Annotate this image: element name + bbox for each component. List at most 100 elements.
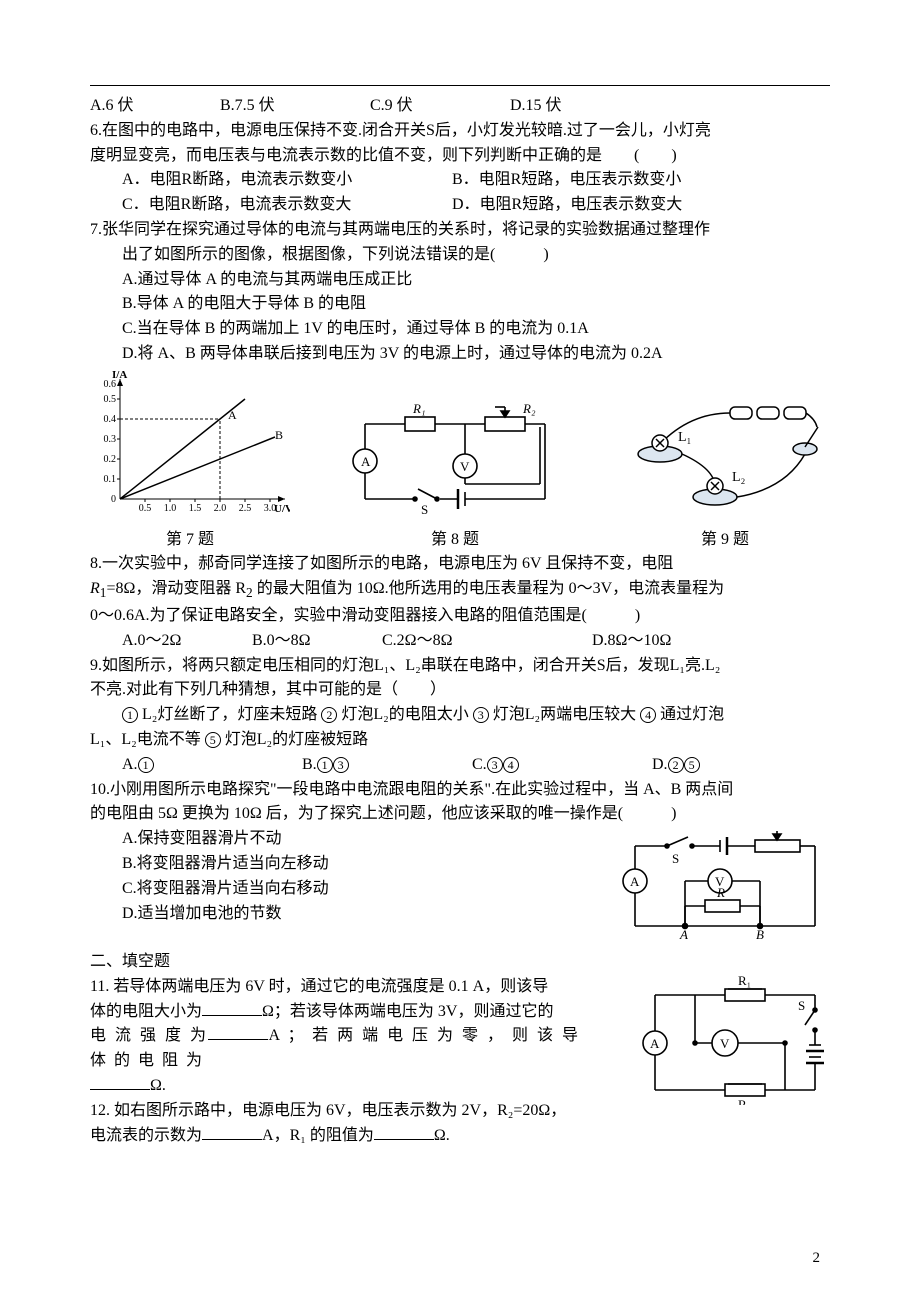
g4b: L₁、L₂电流不等 [90,731,201,748]
q6-opt-c: C．电阻R断路，电流表示数变大 [122,193,452,218]
top-rule [90,85,830,86]
g3: 灯泡L₂两端电压较大 [489,706,636,723]
q12-l2a: 电流表的示数为 [90,1127,202,1144]
q9-opt-c: C.34 [472,753,652,778]
q8-opt-d: D.8Ω～10Ω [592,629,671,654]
q8-s2b: =8Ω，滑动变阻器 R [106,580,246,597]
l2-label: L₂ [732,470,746,485]
switch-label: S [672,851,679,866]
q8-options: A.0～2Ω B.0～8Ω C.2Ω～8Ω D.8Ω～10Ω [90,629,830,654]
q9-guess-line1: 1 L₂灯丝断了，灯座未短路 2 灯泡L₂的电阻太小 3 灯泡L₂两端电压较大 … [90,703,830,728]
q8-stem-1: 8.一次实验中，郝奇同学连接了如图所示的电路，电源电压为 6V 且保持不变，电阻 [90,552,830,577]
q5-opt-b: B.7.5 伏 [220,94,370,119]
q7-opt-b: B.导体 A 的电阻大于导体 B 的电阻 [90,292,830,317]
circled-4-icon: 4 [503,757,519,773]
xtick: 1.0 [164,503,177,514]
xtick: 2.0 [214,503,227,514]
ammeter-label: A [650,1036,660,1051]
blank [202,1000,262,1016]
section-2-heading: 二、填空题 [90,950,830,975]
circled-1-icon: 1 [122,707,138,723]
ytick: 0.3 [104,434,117,445]
q6-stem-1: 6.在图中的电路中，电源电压保持不变.闭合开关S后，小灯发光较暗.过了一会儿，小… [90,119,830,144]
ytick: 0.4 [104,414,117,425]
q9-opt-b: B.13 [302,753,472,778]
q7-stem-1: 7.张华同学在探究通过导体的电流与其两端电压的关系时，将记录的实验数据通过整理作 [90,218,830,243]
circled-1-icon: 1 [138,757,154,773]
g5: 灯泡L₂的灯座被短路 [221,731,368,748]
circled-1-icon: 1 [317,757,333,773]
circled-3-icon: 3 [333,757,349,773]
q6-row-cd: C．电阻R断路，电流表示数变大 D．电阻R短路，电压表示数变大 [90,193,830,218]
q9-stem-1: 9.如图所示，将两只额定电压相同的灯泡L₁、L₂串联在电路中，闭合开关S后，发现… [90,654,830,679]
q5-opt-c: C.9 伏 [370,94,510,119]
xlabel: U/V [274,503,290,515]
circled-2-icon: 2 [321,707,337,723]
fig8-caption: 第 8 题 [345,528,565,553]
q7-opt-d: D.将 A、B 两导体串联后接到电压为 3V 的电源上时，通过导体的电流为 0.… [90,342,830,367]
q5-opt-d: D.15 伏 [510,94,562,119]
q12-l2c: Ω. [434,1127,450,1144]
r1-label: R₁ [412,401,425,416]
q6-opt-a: A．电阻R断路，电流表示数变小 [122,168,452,193]
q8-r1a: R [90,580,100,597]
r1-label: R₁ [738,975,751,988]
q12-l2: 电流表的示数为 A，R₁ 的阻值为 Ω. [90,1124,830,1149]
q8-stem-2: R1=8Ω，滑动变阻器 R2 的最大阻值为 10Ω.他所选用的电压表量程为 0～… [90,577,830,604]
figure-row: 0 0.1 0.2 0.3 0.4 0.5 0.6 0.5 [90,369,830,553]
node-a-label: A [679,927,688,941]
ylabel: I/A [112,369,127,381]
q9-stem-2: 不亮.对此有下列几种猜想，其中可能的是（ ） [90,678,830,703]
g4: 通过灯泡 [656,706,724,723]
q12-l2b: A，R₁ 的阻值为 [262,1127,374,1144]
r-label: R [716,885,725,900]
q9b: B. [302,756,317,773]
fig9: L₁ L₂ 第 9 题 [620,399,830,553]
blank [90,1074,150,1090]
fig7-chart: 0 0.1 0.2 0.3 0.4 0.5 0.6 0.5 [90,369,290,519]
q8-s2c: 的最大阻值为 10Ω.他所选用的电压表量程为 0～3V，电流表量程为 [253,580,724,597]
blank [374,1124,434,1140]
q6-opt-d: D．电阻R短路，电压表示数变大 [452,193,682,218]
voltmeter-label: V [460,459,470,474]
fig12: R₁ R₂ S A V [640,975,830,1114]
q7-opt-c: C.当在导体 B 的两端加上 1V 的电压时，通过导体 B 的电流为 0.1A [90,317,830,342]
q10-stem-1: 10.小刚用图所示电路探究"一段电路中电流跟电阻的关系".在此实验过程中，当 A… [90,778,830,803]
switch-label: S [421,502,428,517]
q7-opt-a: A.通过导体 A 的电流与其两端电压成正比 [90,268,830,293]
q11-l3a: 电 流 强 度 为 [90,1027,208,1044]
node-b-label: B [756,927,764,941]
q9a: A. [122,756,138,773]
blank [202,1124,262,1140]
circled-3-icon: 3 [487,757,503,773]
voltmeter-label: V [720,1036,730,1051]
q9d: D. [652,756,668,773]
q11-l2b: Ω；若该导体两端电压为 3V，则通过它的 [262,1003,553,1020]
fig9-caption: 第 9 题 [620,528,830,553]
circled-2-icon: 2 [668,757,684,773]
fig12-circuit: R₁ R₂ S A V [640,975,830,1105]
r2-label: R₂ [738,1097,751,1105]
fig7-caption: 第 7 题 [90,528,290,553]
series-a-label: A [228,408,237,422]
xtick: 2.5 [239,503,252,514]
fig10-circuit: S A V R A B [620,831,830,941]
q5-options: A.6 伏 B.7.5 伏 C.9 伏 D.15 伏 [90,94,830,119]
q6-stem-2: 度明显变亮，而电压表与电流表示数的比值不变，则下列判断中正确的是 ( ) [90,144,830,169]
q8-opt-a: A.0～2Ω [122,629,252,654]
l1-label: L₁ [678,430,691,445]
ytick: 0 [111,494,116,505]
fig9-circuit: L₁ L₂ [620,399,830,519]
q6-row-ab: A．电阻R断路，电流表示数变小 B．电阻R短路，电压表示数变小 [90,168,830,193]
q11-l3: 电 流 强 度 为A ； 若 两 端 电 压 为 零 ， 则 该 导 体 的 电… [90,1024,580,1074]
g1: L₂灯丝断了，灯座未短路 [138,706,317,723]
q9-opt-a: A.1 [122,753,302,778]
ytick: 0.5 [104,394,117,405]
page-number: 2 [813,1247,821,1270]
blank [208,1024,268,1040]
ytick: 0.1 [104,474,117,485]
q10-stem-2: 的电阻由 5Ω 更换为 10Ω 后，为了探究上述问题，他应该采取的唯一操作是( … [90,802,830,827]
xtick: 0.5 [139,503,152,514]
q9-opt-d: D.25 [652,753,700,778]
q6-opt-b: B．电阻R短路，电压表示数变小 [452,168,681,193]
